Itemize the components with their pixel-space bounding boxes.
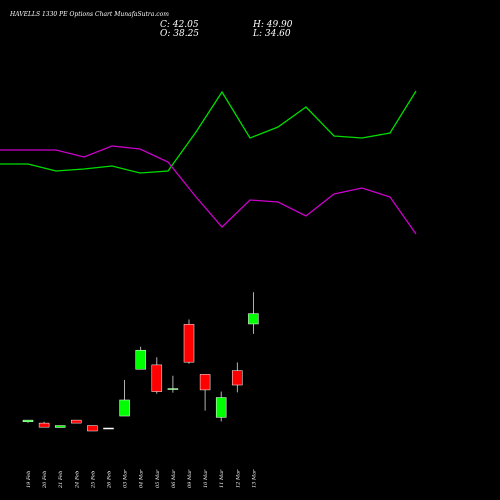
chart-title: HAVELLS 1330 PE Options Chart MunafaSutr… [9, 11, 169, 18]
candle [71, 419, 82, 424]
candle-body [183, 324, 195, 363]
close-value: C: 42.05 [160, 20, 199, 30]
candle [232, 362, 243, 393]
candle-body [232, 370, 243, 386]
candle-body [54, 425, 66, 428]
x-tick-label: 05 Mar [155, 469, 161, 488]
overlay-lines [0, 90, 417, 235]
x-tick-label: 24 Feb [74, 471, 80, 489]
x-tick-label: 09 Mar [187, 469, 193, 488]
candle [248, 292, 259, 334]
candle-body [38, 422, 50, 428]
candle-body [151, 364, 163, 392]
x-tick-label: 20 Feb [42, 471, 48, 489]
candle [151, 357, 163, 394]
candle-body [119, 399, 130, 417]
candle [135, 346, 146, 370]
x-tick-label: 04 Mar [139, 469, 145, 488]
x-tick-label: 25 Feb [90, 471, 96, 489]
candle [87, 425, 98, 432]
x-tick-label: 21 Feb [58, 471, 64, 489]
candle-body [199, 374, 211, 391]
x-tick-label: 19 Feb [26, 471, 32, 488]
candle [38, 421, 50, 428]
x-tick-label: 12 Mar [235, 469, 241, 488]
x-tick-label: 13 Mar [251, 469, 257, 488]
candle [199, 374, 211, 411]
candle [22, 419, 34, 423]
low-value: L: 34.60 [252, 29, 291, 39]
x-axis-ticks: 19 Feb 20 Feb 21 Feb 24 Feb 25 Feb 26 Feb 03 M… [26, 469, 257, 489]
candle-body [248, 313, 259, 325]
candle-body [215, 397, 227, 418]
candle [215, 391, 227, 422]
candle-body [135, 349, 146, 370]
candle [54, 425, 66, 428]
x-tick-label: 10 Mar [203, 469, 209, 488]
x-tick-label: 11 Mar [219, 469, 225, 488]
open-value: O: 38.25 [160, 29, 199, 39]
candle-body [71, 419, 82, 424]
high-value: H: 49.90 [252, 20, 293, 30]
candle [167, 375, 179, 393]
x-tick-label: 06 Mar [171, 469, 177, 488]
candle-body [22, 419, 34, 422]
candle [183, 319, 195, 364]
candle [119, 379, 130, 417]
x-tick-label: 26 Feb [107, 471, 113, 489]
candle-body [103, 427, 114, 430]
candle-body [87, 425, 98, 432]
candle-body [167, 388, 179, 390]
candles [22, 292, 259, 432]
green-overlay-line [0, 90, 417, 174]
magenta-overlay-line [0, 145, 417, 235]
candle [103, 427, 114, 430]
x-tick-label: 03 Mar [123, 469, 129, 488]
